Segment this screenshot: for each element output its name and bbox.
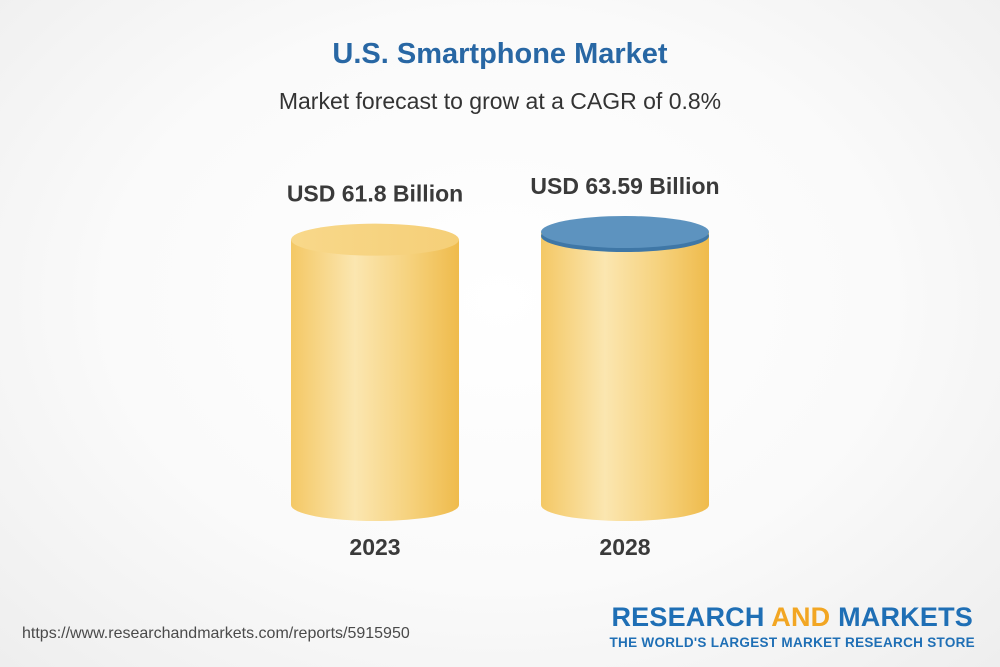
brand-name-research: RESEARCH — [611, 602, 765, 632]
bar-2028 — [541, 232, 709, 521]
bar-top-2023 — [291, 223, 459, 256]
brand-name-and: AND — [771, 602, 831, 632]
brand-logo: RESEARCH AND MARKETS THE WORLD'S LARGEST… — [609, 602, 975, 650]
chart-subtitle: Market forecast to grow at a CAGR of 0.8… — [278, 88, 722, 114]
brand-tagline: THE WORLD'S LARGEST MARKET RESEARCH STOR… — [609, 635, 975, 650]
category-label-2023: 2023 — [349, 534, 400, 560]
category-label-2028: 2028 — [599, 534, 650, 560]
brand-name-markets: MARKETS — [838, 602, 973, 632]
value-label-2023: USD 61.8 Billion — [287, 181, 463, 207]
chart-title: U.S. Smartphone Market — [332, 38, 668, 70]
source-url[interactable]: https://www.researchandmarkets.com/repor… — [22, 625, 410, 642]
value-label-2028: USD 63.59 Billion — [530, 173, 719, 199]
bar-top-2028 — [541, 216, 709, 248]
bar-2023 — [291, 239, 459, 521]
brand-name: RESEARCH AND MARKETS — [609, 602, 975, 632]
